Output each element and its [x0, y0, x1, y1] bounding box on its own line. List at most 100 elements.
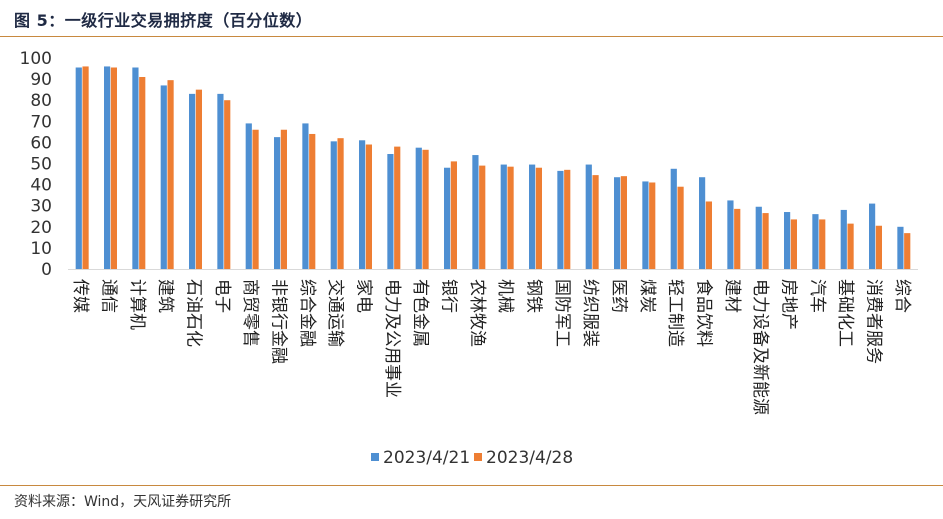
y-tick-label: 0	[41, 260, 52, 280]
bar-series-b	[705, 201, 712, 269]
bar-series-b	[535, 167, 542, 269]
x-axis-labels: 传媒 通信 计算机 建筑 石油石化 电子 商贸零售 非银行金融 综合金融 交通运输 家电 电力及公用事…	[70, 279, 912, 415]
bar-series-a	[727, 200, 734, 269]
bar-series-b	[224, 100, 231, 269]
x-category-label: 医药	[609, 279, 629, 313]
x-category-label: 房地产	[779, 279, 799, 330]
source-note: 资料来源：Wind，天风证券研究所	[14, 494, 232, 510]
bar-series-b	[762, 213, 769, 269]
bar-series-a	[755, 206, 762, 269]
bar-series-a	[614, 177, 621, 269]
bar-series-a	[472, 155, 479, 269]
x-category-label: 石油石化	[184, 279, 204, 347]
bar-series-a	[387, 154, 394, 269]
x-category-label: 商贸零售	[240, 279, 260, 347]
bar-series-a	[444, 167, 451, 269]
bar-series-a	[189, 93, 196, 269]
x-category-label: 纺织服装	[580, 279, 600, 347]
bar-series-a	[302, 123, 309, 269]
x-category-label: 交通运输	[325, 279, 345, 347]
legend-label: 2023/4/28	[486, 448, 573, 468]
bar-series-a	[359, 140, 366, 269]
bar-series-b	[677, 186, 684, 269]
bar-series-b	[620, 176, 627, 269]
x-category-label: 电力及公用事业	[382, 279, 402, 398]
x-category-label: 计算机	[127, 279, 147, 330]
bar-series-b	[82, 66, 89, 269]
y-tick-label: 80	[30, 91, 52, 111]
y-tick-label: 10	[30, 239, 52, 259]
x-category-label: 电子	[212, 279, 232, 313]
bar-series-b	[167, 80, 174, 269]
bar-series-a	[330, 141, 337, 269]
figure-title: 图 5：一级行业交易拥挤度（百分位数）	[14, 11, 313, 30]
bar-series-b	[450, 161, 457, 269]
x-category-label: 非银行金融	[269, 279, 289, 364]
y-tick-label: 90	[30, 70, 52, 90]
x-category-label: 国防军工	[552, 279, 572, 347]
x-category-label: 建材	[722, 279, 742, 313]
x-category-label: 钢铁	[524, 279, 544, 313]
bar-series-a	[415, 147, 422, 269]
x-category-label: 煤炭	[637, 279, 657, 313]
bars	[75, 66, 911, 270]
y-tick-label: 30	[30, 197, 52, 217]
bar-series-a	[670, 168, 677, 269]
bar-series-b	[195, 89, 202, 270]
x-category-label: 家电	[354, 279, 374, 313]
bar-series-b	[139, 76, 146, 269]
y-tick-label: 100	[20, 49, 52, 69]
bar-series-a	[869, 203, 876, 269]
bar-series-b	[337, 138, 344, 269]
x-category-label: 农林牧渔	[467, 279, 487, 347]
y-tick-label: 60	[30, 133, 52, 153]
bar-series-a	[529, 164, 536, 269]
bar-series-b	[790, 219, 797, 269]
bar-series-b	[592, 175, 599, 269]
bar-series-b	[904, 233, 911, 269]
bar-series-b	[309, 133, 316, 269]
x-category-label: 综合金融	[297, 279, 317, 347]
bar-series-a	[784, 212, 791, 269]
bar-series-b	[422, 149, 429, 269]
bar-series-a	[160, 85, 167, 270]
bar-series-a	[132, 67, 139, 269]
bar-series-b	[564, 169, 571, 269]
legend-swatch	[371, 453, 379, 461]
bar-series-a	[840, 209, 847, 269]
bar-series-b	[875, 225, 882, 269]
bar-series-b	[252, 129, 259, 269]
x-category-label: 通信	[99, 279, 119, 313]
x-category-label: 轻工制造	[665, 279, 685, 347]
bar-series-a	[274, 137, 281, 270]
x-category-label: 传媒	[70, 279, 90, 313]
y-tick-label: 50	[30, 155, 52, 175]
legend-swatch	[474, 453, 482, 461]
title-divider	[0, 36, 943, 37]
x-category-label: 银行	[439, 279, 459, 313]
y-tick-label: 20	[30, 218, 52, 238]
y-tick-label: 70	[30, 112, 52, 132]
x-category-label: 食品饮料	[694, 279, 714, 347]
source-divider	[0, 485, 943, 486]
bar-series-a	[557, 170, 564, 269]
x-category-label: 消费者服务	[864, 279, 884, 364]
bar-series-a	[104, 66, 111, 269]
x-category-label: 机械	[495, 279, 515, 313]
x-category-label: 基础化工	[835, 279, 855, 347]
legend-label: 2023/4/21	[383, 448, 470, 468]
bar-series-a	[642, 181, 649, 269]
bar-series-a	[812, 214, 819, 269]
bar-series-b	[819, 219, 826, 269]
y-tick-label: 40	[30, 176, 52, 196]
x-category-label: 有色金属	[410, 279, 430, 347]
bar-series-a	[245, 123, 252, 269]
x-category-label: 汽车	[807, 279, 827, 313]
legend: 2023/4/21 2023/4/28	[371, 448, 573, 468]
bar-series-b	[507, 166, 514, 269]
x-category-label: 综合	[892, 279, 912, 313]
bar-series-a	[897, 226, 904, 269]
bar-series-b	[734, 208, 741, 269]
bar-series-b	[847, 223, 854, 269]
